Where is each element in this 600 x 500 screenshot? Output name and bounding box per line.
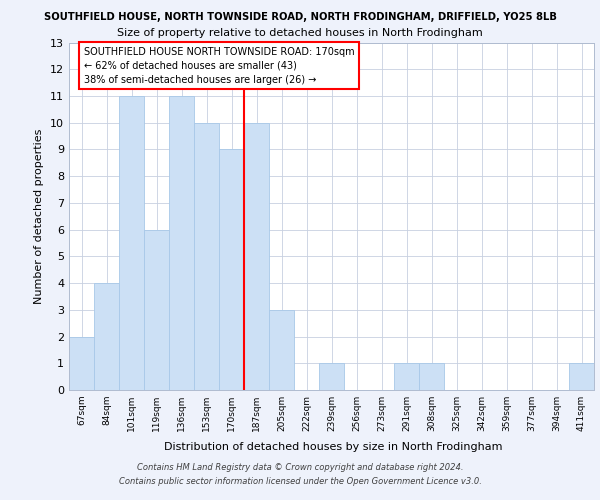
Bar <box>69 336 94 390</box>
Bar <box>119 96 144 390</box>
Bar <box>419 364 444 390</box>
Text: Size of property relative to detached houses in North Frodingham: Size of property relative to detached ho… <box>117 28 483 38</box>
Bar <box>169 96 194 390</box>
Text: SOUTHFIELD HOUSE, NORTH TOWNSIDE ROAD, NORTH FRODINGHAM, DRIFFIELD, YO25 8LB: SOUTHFIELD HOUSE, NORTH TOWNSIDE ROAD, N… <box>44 12 556 22</box>
Bar <box>394 364 419 390</box>
Bar <box>569 364 594 390</box>
Text: Contains HM Land Registry data © Crown copyright and database right 2024.: Contains HM Land Registry data © Crown c… <box>137 464 463 472</box>
Bar <box>194 122 219 390</box>
Text: Distribution of detached houses by size in North Frodingham: Distribution of detached houses by size … <box>164 442 502 452</box>
Bar <box>219 150 244 390</box>
Bar <box>94 283 119 390</box>
Y-axis label: Number of detached properties: Number of detached properties <box>34 128 44 304</box>
Text: SOUTHFIELD HOUSE NORTH TOWNSIDE ROAD: 170sqm
← 62% of detached houses are smalle: SOUTHFIELD HOUSE NORTH TOWNSIDE ROAD: 17… <box>83 46 354 84</box>
Bar <box>269 310 294 390</box>
Bar <box>319 364 344 390</box>
Text: Contains public sector information licensed under the Open Government Licence v3: Contains public sector information licen… <box>119 477 481 486</box>
Bar <box>244 122 269 390</box>
Bar <box>144 230 169 390</box>
